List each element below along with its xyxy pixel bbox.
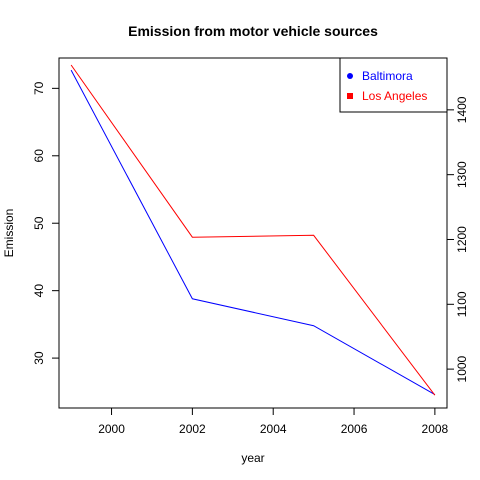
y-left-tick-label: 40 [32,284,46,298]
legend-marker-baltimora [347,73,353,79]
y-right-tick-label: 1000 [455,355,469,382]
y-right-tick-label: 1300 [455,161,469,188]
legend-label-baltimora: Baltimora [362,69,413,83]
legend: Baltimora Los Angeles [340,58,447,112]
x-tick-label: 2002 [179,422,206,436]
y-left-tick-label: 60 [32,149,46,163]
y-right-tick-label: 1200 [455,226,469,253]
chart-title: Emission from motor vehicle sources [128,23,378,39]
y-left-tick-label: 50 [32,216,46,230]
legend-marker-los-angeles [347,93,353,99]
y-right-tick-label: 1100 [455,291,469,317]
x-tick-label: 2004 [260,422,287,436]
x-tick-label: 2006 [341,422,368,436]
y-right-tick-label: 1400 [455,96,469,123]
x-tick-label: 2008 [422,422,449,436]
y-axis-label: Emission [2,209,16,258]
legend-label-los-angeles: Los Angeles [362,89,427,103]
x-tick-label: 2000 [98,422,125,436]
x-axis-label: year [241,451,264,465]
y-left-tick-label: 70 [32,81,46,95]
y-left-tick-label: 30 [32,351,46,365]
legend-box [340,58,447,112]
